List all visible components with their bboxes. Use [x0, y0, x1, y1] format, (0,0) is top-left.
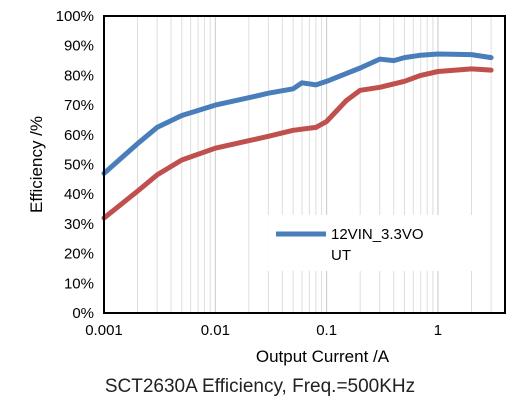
x-tick-labels: 0.001 0.01 0.1 1	[85, 322, 442, 339]
y-tick-label: 30%	[64, 216, 94, 233]
efficiency-chart: 0%10%20%30%40%50%60%70%80%90%100% 0.001 0…	[27, 8, 506, 366]
y-tick-label: 80%	[64, 67, 94, 84]
y-axis-label: Efficiency /%	[27, 116, 46, 213]
legend: 12VIN_3.3VO UT	[268, 215, 478, 271]
x-tick-label: 0.01	[201, 322, 230, 339]
x-axis-label: Output Current /A	[256, 347, 390, 366]
y-tick-label: 20%	[64, 246, 94, 263]
legend-label: 12VIN_3.3VO	[331, 226, 424, 243]
series-line-1	[101, 51, 494, 176]
y-tick-label: 40%	[64, 186, 94, 203]
series-lines	[101, 51, 494, 221]
legend-label: UT	[331, 247, 351, 264]
y-tick-label: 90%	[64, 38, 94, 55]
legend-box	[268, 215, 478, 271]
plot-frame	[103, 15, 506, 314]
y-tick-label: 10%	[64, 275, 94, 292]
series-line-2	[101, 66, 494, 221]
x-tick-label: 0.001	[85, 322, 123, 339]
y-tick-label: 60%	[64, 127, 94, 144]
y-tick-label: 70%	[64, 97, 94, 114]
x-tick-label: 0.1	[316, 322, 337, 339]
chart-caption: SCT2630A Efficiency, Freq.=500KHz	[104, 376, 416, 397]
y-tick-labels: 0% 10% 20% 30% 40% 50% 60% 70% 80% 90% 100%	[56, 8, 94, 322]
y-tick-label: 0%	[72, 305, 94, 322]
y-tick-label: 50%	[64, 157, 94, 174]
y-tick-label: 100%	[56, 8, 94, 25]
x-tick-label: 1	[434, 322, 442, 339]
